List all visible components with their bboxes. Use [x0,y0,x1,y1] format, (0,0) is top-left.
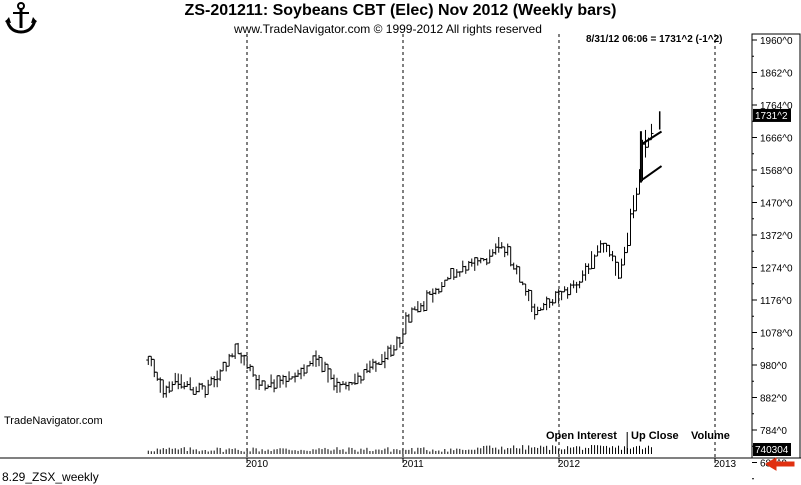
y-tick-label: 1470^0 [760,199,793,210]
y-tick-label: 1274^0 [760,264,793,275]
x-tick-label: 2012 [558,459,581,470]
trendline-annotation [642,130,663,145]
y-tick-label: 1078^0 [760,329,793,340]
chart-filename: 8.29_ZSX_weekly [2,470,99,484]
y-tick-label: 1960^0 [760,36,793,47]
y-tick-label: 1176^0 [760,296,792,307]
y-tick-label: 1372^0 [760,231,793,242]
scroll-left-arrow-icon[interactable] [765,457,795,471]
y-tick-label: 1666^0 [760,134,793,145]
x-tick-label: 2010 [246,459,269,470]
last-price-label: 1731^2 [755,111,788,122]
y-axis-panel [751,33,801,459]
y-tick-label: 784^0 [760,426,787,437]
volume-value-badge [753,443,791,456]
chart-title: ZS-201211: Soybeans CBT (Elec) Nov 2012 … [184,2,617,19]
last-price-badge [753,108,791,122]
last-quote: 8/31/12 06:06 = 1731^2 (-1^2) [586,34,723,45]
y-tick-label: 1862^0 [760,69,793,80]
y-tick-label: 882^0 [760,394,787,405]
watermark: TradeNavigator.com [4,415,103,427]
trendline-annotation [642,165,663,181]
y-tick-label: 980^0 [760,361,787,372]
x-tick-label: 2011 [402,459,424,470]
y-tick-label: 1568^0 [760,166,793,177]
x-tick-label: 2013 [714,459,737,470]
y-tick-label: 1764^0 [760,101,793,112]
volume-value-label: 740304 [755,445,789,456]
volume-panel-legend: Volume [691,430,730,442]
volume-panel-legend: Open Interest [546,430,617,442]
copyright-notice: www.TradeNavigator.com © 1999-2012 All r… [234,22,542,36]
anchor-logo-icon [5,2,37,34]
volume-panel-legend: Up Close [631,430,679,442]
